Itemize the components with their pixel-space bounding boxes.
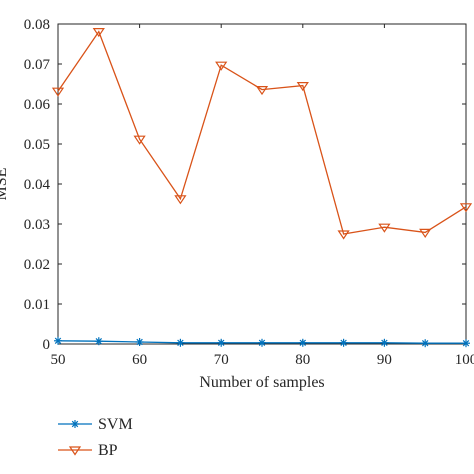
data-point-svm (135, 338, 144, 346)
x-tick-label: 100 (455, 352, 474, 368)
data-point-bp (174, 195, 187, 205)
x-tick-label: 80 (295, 352, 310, 368)
data-point-bp (133, 135, 146, 145)
legend: SVM BP (58, 416, 133, 459)
y-axis-title: MSE (0, 168, 10, 201)
data-point-bp (337, 230, 350, 240)
data-point-svm (217, 338, 226, 347)
y-tick-label: 0.08 (24, 17, 50, 33)
legend-marker (71, 420, 79, 428)
y-tick-label: 0.06 (24, 97, 51, 113)
series-line-bp (57, 30, 467, 235)
y-tick-label: 0 (43, 337, 51, 353)
x-ticks: 50 60 70 80 90 100 (51, 24, 474, 368)
data-point-svm (298, 338, 307, 347)
data-point-svm (421, 339, 430, 348)
data-point-bp (419, 228, 432, 238)
y-tick-label: 0.01 (24, 297, 50, 313)
legend-entry-svm: SVM (58, 416, 133, 433)
data-point-bp (459, 203, 473, 213)
x-tick-label: 70 (214, 352, 229, 368)
legend-entry-bp: BP (58, 442, 118, 459)
data-point-bp (51, 87, 65, 97)
data-point-svm (462, 339, 470, 348)
y-tick-label: 0.03 (24, 217, 50, 233)
data-point-bp (215, 61, 228, 71)
x-tick-label: 90 (377, 352, 392, 368)
legend-label: BP (98, 442, 118, 459)
y-ticks: 0 0.01 0.02 0.03 0.04 0.05 0.06 0.07 0.08 (24, 17, 466, 353)
x-tick-label: 60 (132, 352, 147, 368)
data-point-svm (258, 338, 266, 347)
x-tick-label: 50 (51, 352, 66, 368)
y-tick-label: 0.07 (24, 57, 51, 73)
y-tick-label: 0.05 (24, 137, 50, 153)
y-tick-label: 0.02 (24, 257, 50, 273)
legend-marker (68, 446, 82, 456)
plot-area-box (57, 23, 467, 345)
series-bp (51, 28, 473, 240)
data-point-svm (339, 338, 348, 347)
data-point-bp (92, 28, 105, 38)
data-point-bp (378, 223, 391, 233)
data-point-svm (176, 338, 185, 347)
data-point-svm (94, 337, 103, 346)
data-point-bp (255, 85, 269, 96)
plot-frame (57, 23, 467, 345)
x-axis-title: Number of samples (199, 374, 324, 391)
series-layer (51, 28, 473, 348)
legend-label: SVM (98, 416, 133, 433)
data-point-svm (54, 336, 62, 345)
series-svm (54, 336, 470, 348)
y-tick-label: 0.04 (24, 177, 51, 193)
data-point-bp (296, 81, 309, 92)
data-point-svm (380, 338, 389, 347)
